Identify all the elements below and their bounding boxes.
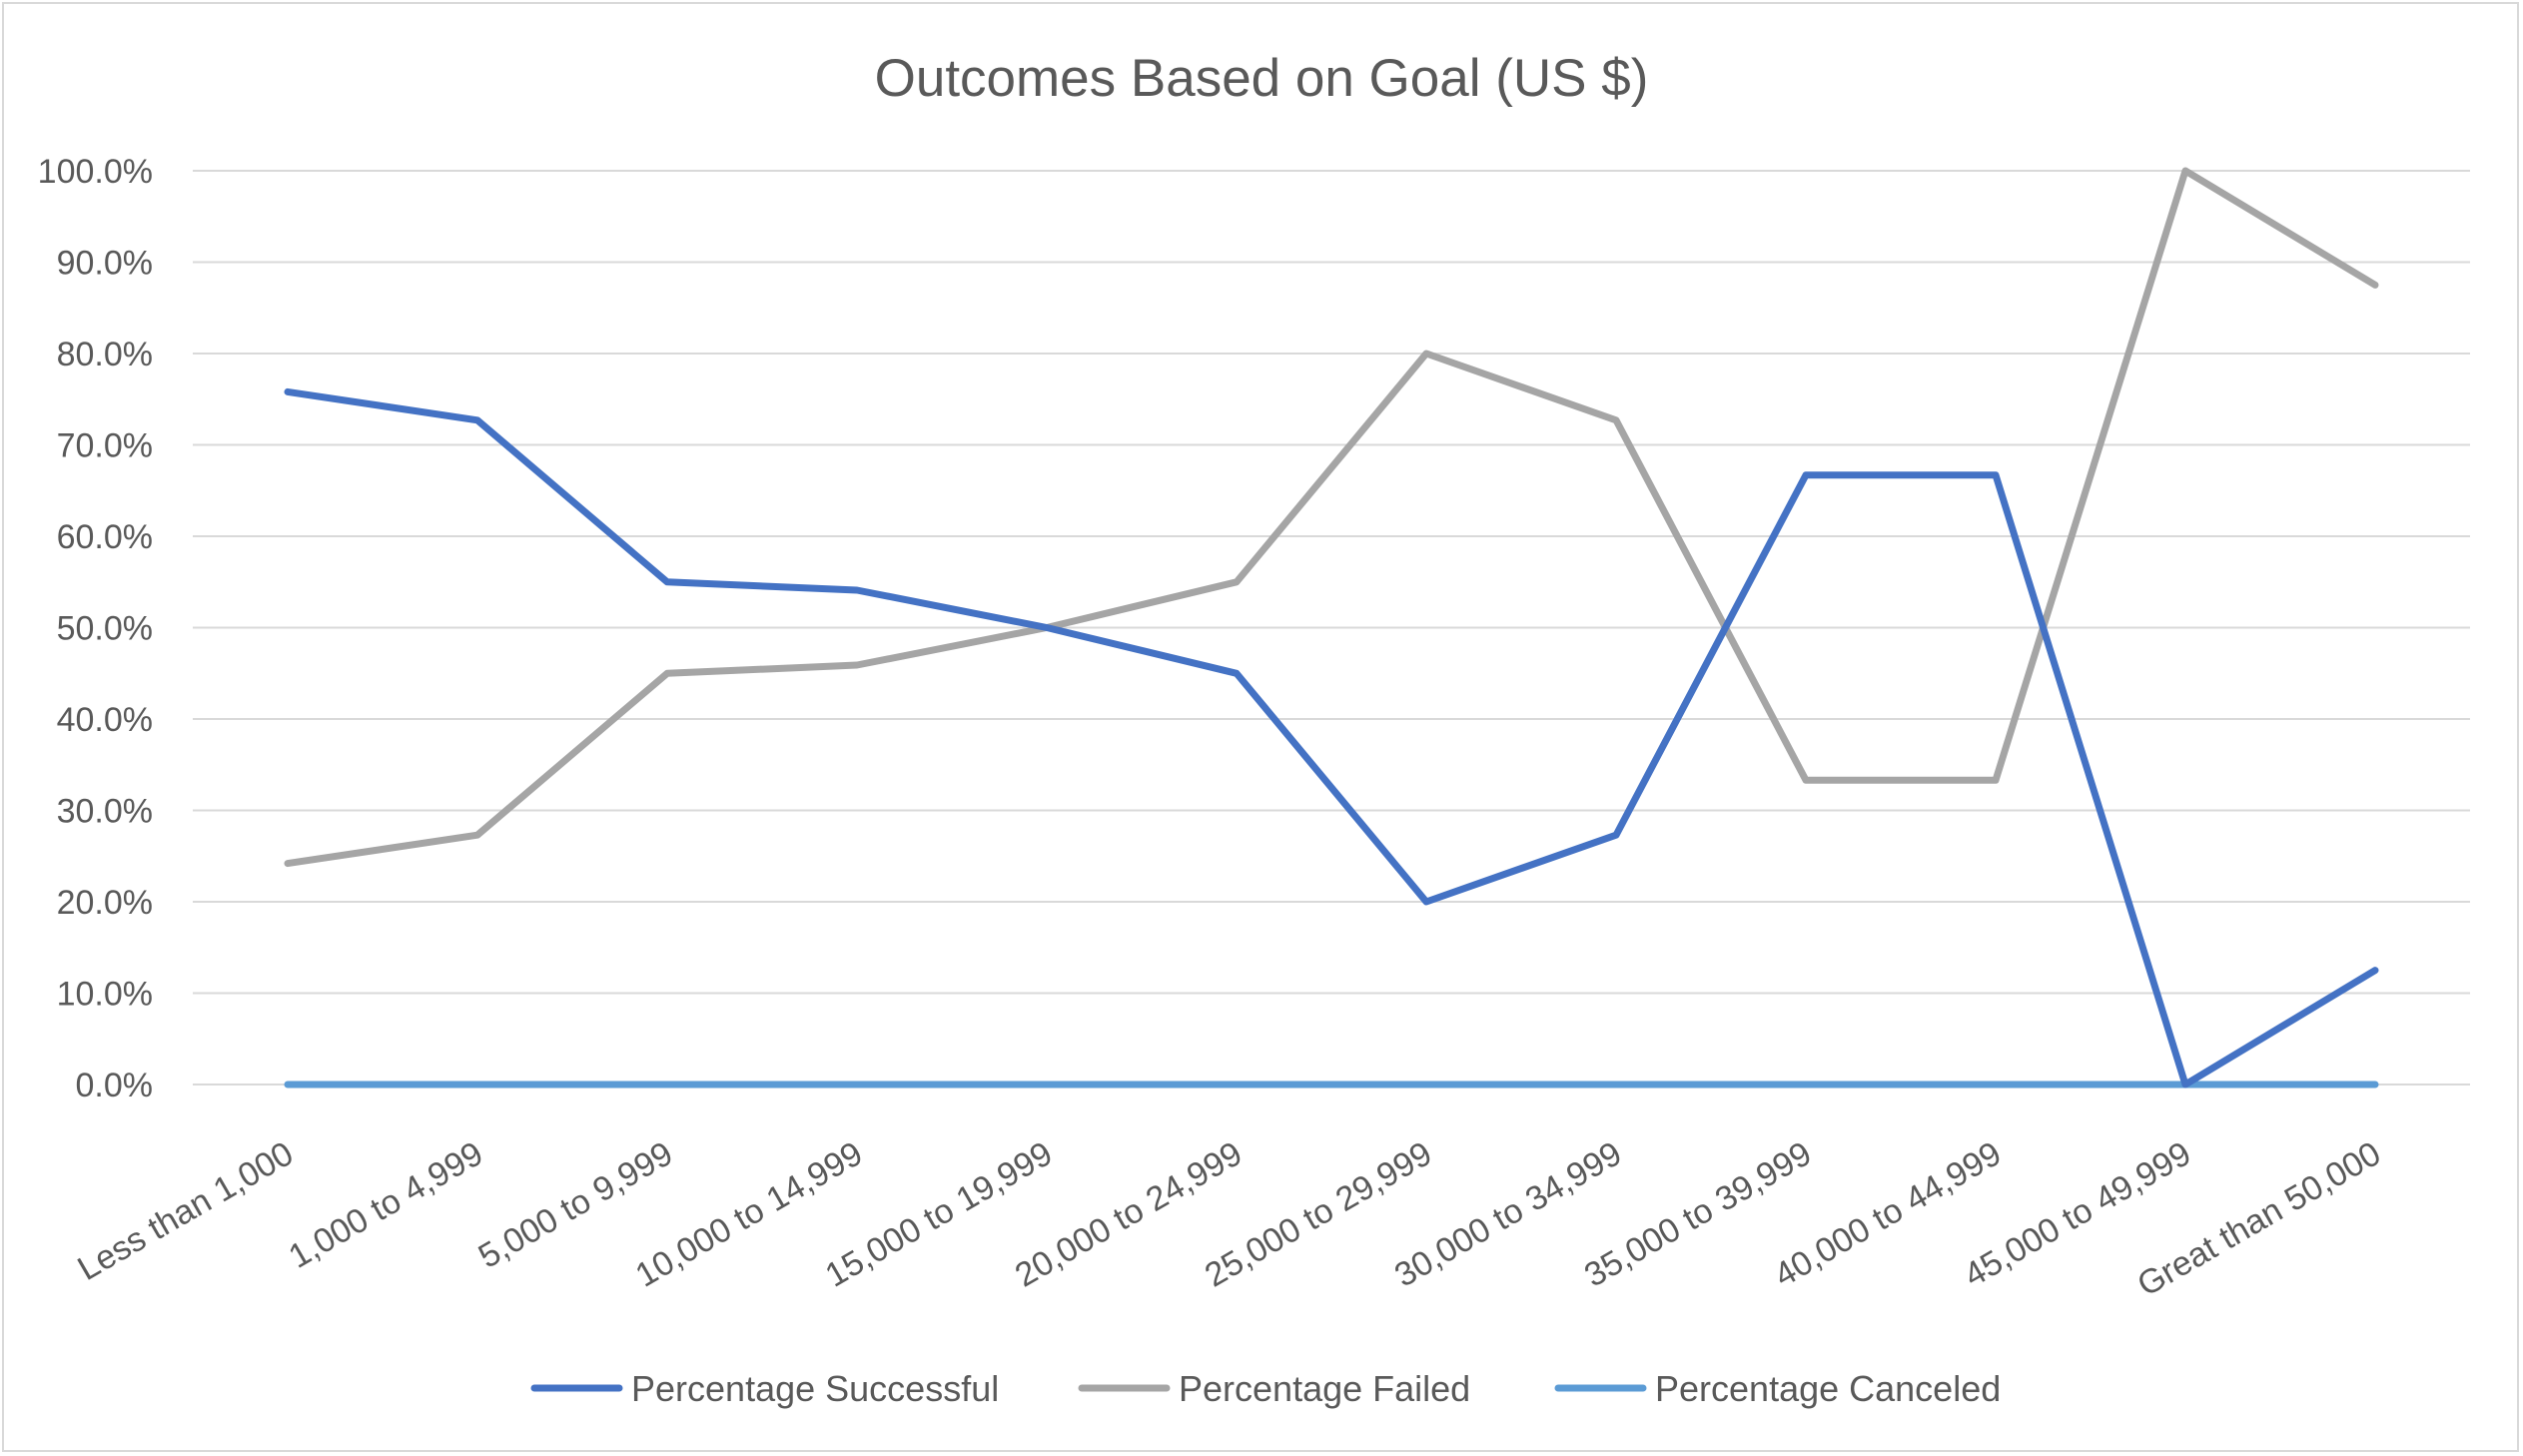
legend-label: Percentage Failed bbox=[1179, 1368, 1470, 1409]
series-line-percentage-successful bbox=[284, 387, 2379, 1089]
x-tick-label: Less than 1,000 bbox=[71, 1134, 300, 1288]
y-tick-label: 60.0% bbox=[57, 518, 153, 556]
y-tick-label: 90.0% bbox=[57, 245, 153, 283]
legend: Percentage Successful Percentage Failed Pe… bbox=[530, 1368, 2001, 1409]
y-tick-label: 0.0% bbox=[76, 1067, 154, 1104]
gridlines bbox=[193, 170, 2470, 1086]
y-tick-label: 20.0% bbox=[57, 884, 153, 922]
legend-label: Percentage Canceled bbox=[1655, 1368, 2001, 1409]
series-lines bbox=[284, 167, 2379, 1089]
legend-label: Percentage Successful bbox=[631, 1368, 999, 1409]
y-axis-ticks: 0.0% 10.0% 20.0% 30.0% 40.0% 50.0% 60.0% 70.0% 8… bbox=[38, 153, 153, 1104]
y-tick-label: 40.0% bbox=[57, 701, 153, 739]
y-tick-label: 80.0% bbox=[57, 336, 153, 373]
y-tick-label: 100.0% bbox=[38, 153, 153, 191]
x-tick-label: 1,000 to 4,999 bbox=[283, 1134, 489, 1276]
chart-title: Outcomes Based on Goal (US $) bbox=[875, 49, 1649, 108]
y-tick-label: 50.0% bbox=[57, 610, 153, 648]
y-tick-label: 30.0% bbox=[57, 793, 153, 831]
series-line-percentage-failed bbox=[284, 167, 2379, 868]
y-tick-label: 70.0% bbox=[57, 427, 153, 465]
y-tick-label: 10.0% bbox=[57, 976, 153, 1014]
